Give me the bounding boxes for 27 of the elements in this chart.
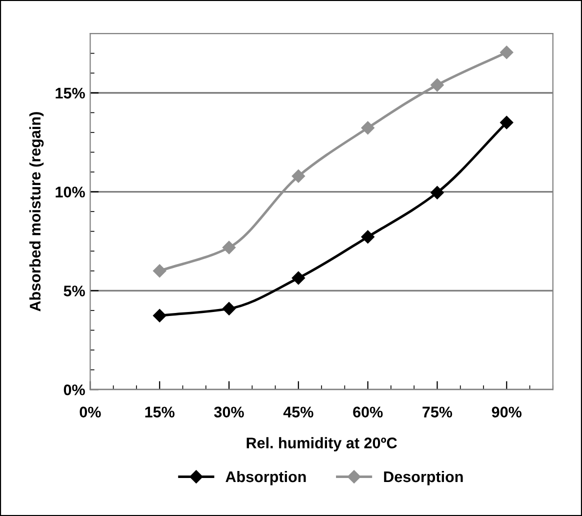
x-tick-label: 0% bbox=[80, 406, 101, 418]
x-axis-title: Rel. humidity at 20ºC bbox=[246, 437, 397, 452]
y-tick-label: 10% bbox=[56, 186, 85, 198]
point bbox=[292, 271, 306, 285]
point bbox=[222, 302, 236, 316]
x-tick-label: 45% bbox=[283, 406, 314, 418]
y-tick-label: 5% bbox=[64, 286, 85, 296]
point bbox=[222, 240, 236, 254]
legend-label: Absorption bbox=[226, 470, 306, 486]
point bbox=[430, 186, 444, 200]
point bbox=[153, 264, 166, 278]
point bbox=[292, 170, 306, 183]
point bbox=[430, 78, 444, 92]
point bbox=[153, 309, 166, 322]
x-tick-label: 30% bbox=[214, 406, 244, 418]
x-tick-label: 15% bbox=[145, 406, 174, 418]
y-axis-title: Absorbed moisture (regain) bbox=[29, 112, 44, 312]
point bbox=[361, 121, 374, 134]
x-tick-label: 60% bbox=[353, 406, 383, 418]
legend-label: Desorption bbox=[384, 470, 463, 486]
point bbox=[361, 230, 374, 244]
point bbox=[500, 46, 514, 59]
x-tick-label: 90% bbox=[492, 406, 522, 418]
point bbox=[500, 116, 514, 130]
x-tick-label: 75% bbox=[422, 406, 452, 418]
y-tick-label: 0% bbox=[64, 384, 85, 396]
y-tick-label: 15% bbox=[56, 88, 85, 99]
